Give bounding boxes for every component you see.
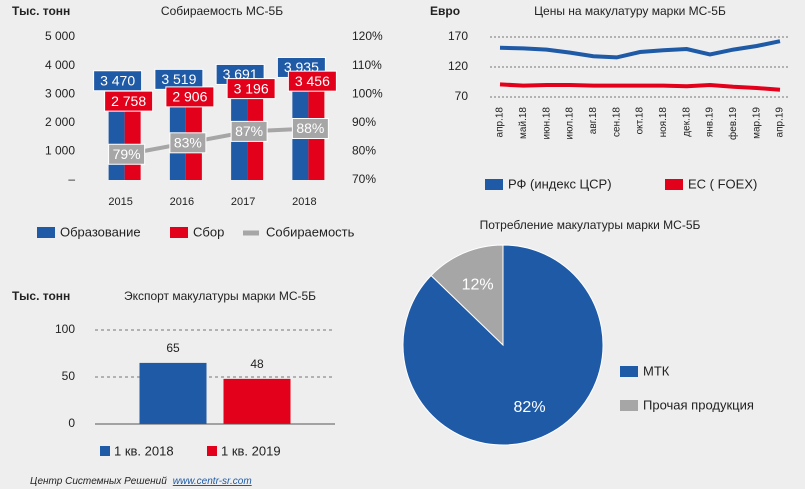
chart-title: Собираемость МС-5Б [161,4,283,18]
x-tick-label: май.18 [518,107,529,139]
value-label-box [104,90,154,112]
footer: Центр Системных Решений www.centr-sr.com [30,476,252,487]
legend-label: 1 кв. 2019 [221,443,281,458]
y-tick-label: 100 [55,322,75,336]
value-label: 65 [166,341,180,355]
y2-tick-label: 110% [352,58,382,72]
x-tick-label: ноя.18 [658,107,669,138]
x-tick-label: апр.19 [775,107,786,138]
legend-swatch [207,446,217,456]
value-label: 3 456 [295,73,330,89]
value-label: 79% [113,146,141,162]
x-tick-label: апр.18 [495,107,506,138]
value-label: 3 519 [161,71,196,87]
value-label: 2 758 [111,93,146,109]
legend-label: РФ (индекс ЦСР) [508,176,612,191]
y-tick-label: 0 [68,416,75,430]
y-tick-label: 170 [448,29,468,43]
value-label-box [230,120,268,142]
x-tick-label: авг.18 [588,107,599,135]
x-tick-label: 2015 [108,196,132,208]
value-label-box [108,143,146,165]
y-axis-title: Тыс. тонн [12,4,70,18]
x-tick-label: сен.18 [611,107,622,137]
footer-text: Центр Системных Решений [30,476,167,487]
y2-tick-label: 100% [352,86,383,100]
y-tick-label: – [68,172,75,186]
y-tick-label: 50 [62,369,76,383]
legend-swatch [37,227,55,238]
y2-tick-label: 70% [352,172,376,186]
legend-label: 1 кв. 2018 [114,443,174,458]
chart-title: Цены на макулатуру марки МС-5Б [534,4,726,18]
y2-tick-label: 90% [352,115,376,129]
pie-slice [430,244,504,347]
footer-link[interactable]: www.centr-sr.com [173,476,252,487]
legend-swatch [620,366,638,377]
legend-label: Прочая продукция [643,397,754,412]
value-label: 87% [235,123,263,139]
x-tick-label: окт.18 [635,107,646,135]
x-tick-label: 2018 [292,196,316,208]
y-tick-label: 3 000 [45,86,75,100]
x-tick-label: 2017 [231,196,255,208]
legend-label: ЕС ( FOEX) [688,176,757,191]
y-tick-label: 4 000 [45,58,75,72]
legend-swatch [100,446,110,456]
value-label: 2 906 [172,89,207,105]
y-tick-label: 1 000 [45,144,75,158]
x-tick-label: фев.19 [727,107,739,140]
value-label-box [291,118,329,140]
slice-label: 82% [514,399,546,416]
legend-swatch [665,179,683,190]
legend-label: Сбор [193,224,224,239]
line [126,126,311,157]
slice-label: 12% [462,276,494,293]
legend-label: Собираемость [266,224,355,239]
value-label-box [226,78,276,100]
line [499,82,781,92]
legend-label: МТК [643,363,670,378]
bar [223,378,291,424]
value-label-box [287,70,337,92]
legend-swatch [485,179,503,190]
value-label-box [169,132,207,154]
value-label: 88% [296,120,324,136]
x-tick-label: июн.18 [541,107,552,140]
y-tick-label: 70 [455,89,469,103]
legend-label: Образование [60,224,141,239]
y2-tick-label: 120% [352,29,383,43]
y-axis-title: Тыс. тонн [12,289,70,303]
line [499,39,781,60]
value-label-box [165,86,215,108]
x-tick-label: янв.19 [705,107,716,138]
x-tick-label: дек.18 [681,107,692,137]
y-tick-label: 2 000 [45,115,75,129]
y-axis-title: Евро [430,4,460,18]
x-tick-label: июл.18 [565,107,576,140]
x-tick-label: 2016 [170,196,194,208]
value-label: 3 470 [100,72,135,88]
chart-title: Экспорт макулатуры марки МС-5Б [124,289,316,303]
value-label: 83% [174,135,202,151]
value-label: 48 [250,357,264,371]
bar [139,362,207,424]
y2-tick-label: 80% [352,144,376,158]
value-label: 3 196 [234,80,269,96]
chart-title: Потребление макулатуры марки МС-5Б [480,218,701,232]
bar [124,101,141,180]
y-tick-label: 5 000 [45,29,75,43]
x-tick-label: мар.19 [751,107,762,139]
legend-swatch [620,400,638,411]
legend-swatch [170,227,188,238]
y-tick-label: 120 [448,59,468,73]
